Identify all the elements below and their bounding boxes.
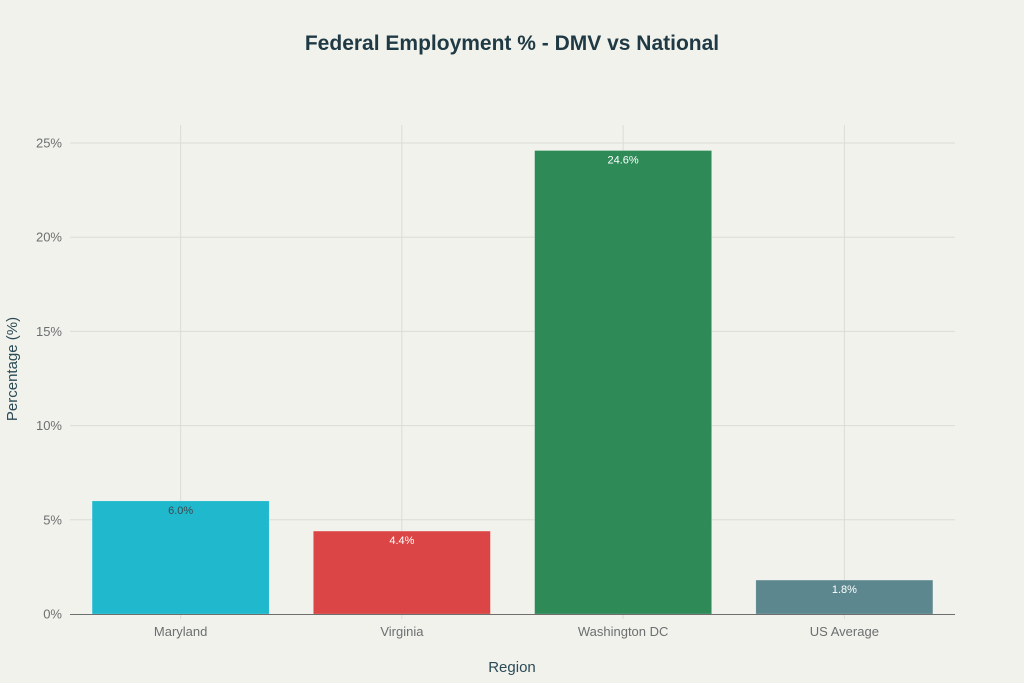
horizontal-gridlines (70, 142, 955, 521)
bar-data-label: 24.6% (608, 155, 639, 167)
y-tick-label: 25% (36, 136, 62, 151)
x-tick-label: Virginia (380, 624, 424, 639)
x-tick-label: Washington DC (578, 624, 669, 639)
y-tick-label: 5% (43, 512, 62, 527)
bar-maryland (91, 500, 270, 615)
x-tick-label: US Average (810, 624, 879, 639)
bar-data-label: 4.4% (389, 535, 414, 547)
bar-washington-dc (534, 150, 712, 615)
chart-title: Federal Employment % - DMV vs National (305, 32, 719, 55)
x-tick-label: Maryland (154, 624, 207, 639)
bar-data-labels: 6.0% 4.4% 24.6% 1.8% (168, 155, 857, 597)
y-tick-label: 0% (43, 607, 62, 622)
bar-data-label: 6.0% (168, 505, 193, 517)
bars (91, 150, 934, 615)
bar-virginia (313, 530, 491, 615)
y-tick-label: 15% (36, 324, 62, 339)
y-axis-title: Percentage (%) (4, 317, 21, 421)
y-tick-label: 10% (36, 418, 62, 433)
y-axis-ticks: 0% 5% 10% 15% 20% 25% (36, 136, 62, 622)
x-axis-ticks: Maryland Virginia Washington DC US Average (154, 624, 879, 639)
vertical-gridlines (180, 125, 845, 619)
y-tick-label: 20% (36, 230, 62, 245)
x-axis-title: Region (488, 659, 536, 676)
bar-data-label: 1.8% (832, 584, 857, 596)
